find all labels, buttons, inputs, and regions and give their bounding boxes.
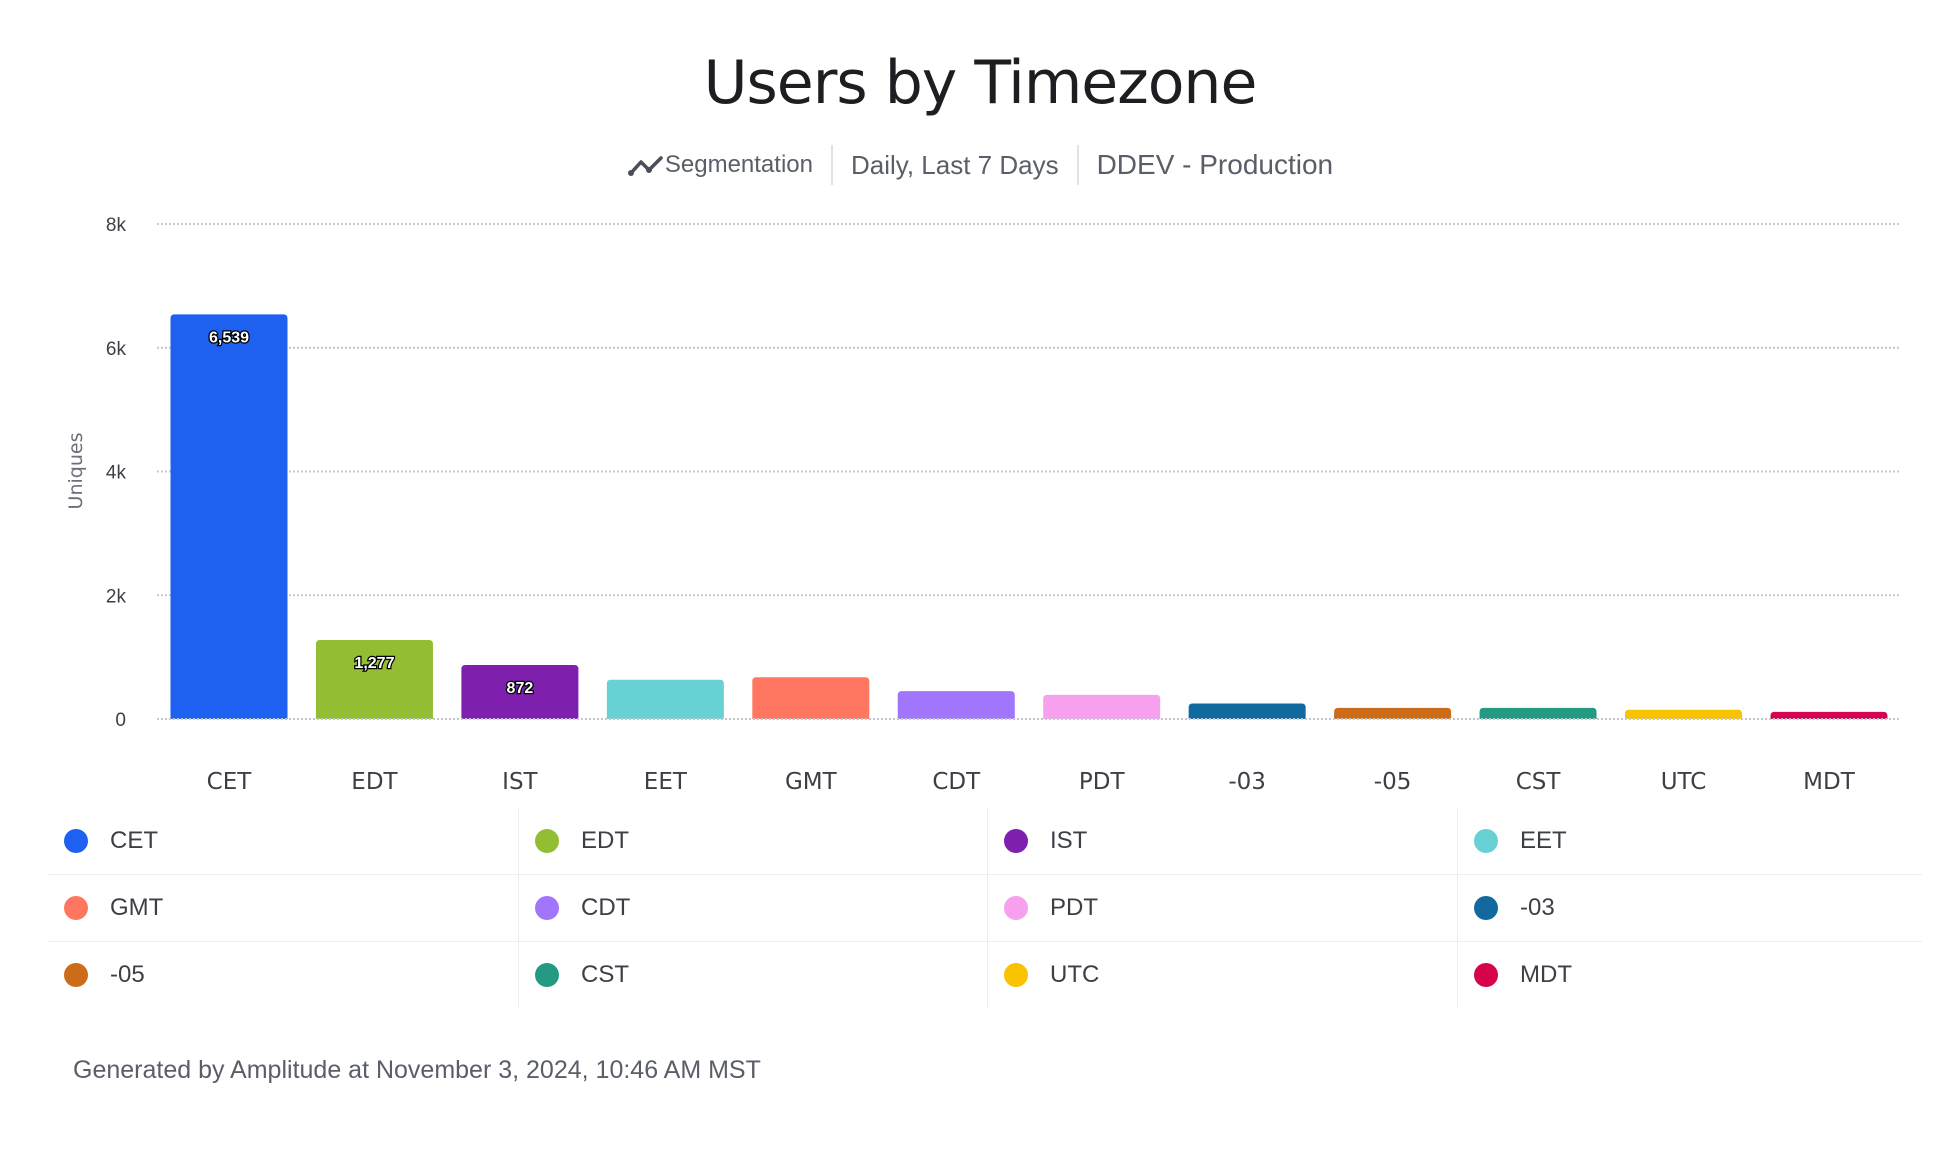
x-tick-label: CDT [932, 769, 981, 795]
legend-swatch [535, 963, 559, 987]
bar-GMT[interactable] [752, 677, 870, 719]
chart-type-label: Segmentation [664, 151, 813, 178]
x-tick-label: MDT [1803, 769, 1856, 795]
x-tick-label: GMT [785, 769, 838, 795]
bar-CDT[interactable] [897, 691, 1015, 719]
x-tick-label: EDT [351, 769, 398, 795]
x-tick-label: EET [644, 769, 688, 795]
legend-item-PDT[interactable]: PDT [987, 875, 1457, 942]
legend-label: PDT [1050, 894, 1098, 921]
legend-label: CDT [581, 894, 631, 921]
data-label: 872 [507, 680, 534, 697]
x-tick-label: IST [502, 769, 538, 795]
legend-item-MDT[interactable]: MDT [1457, 942, 1922, 1008]
legend-swatch [1474, 896, 1498, 920]
bar-UTC[interactable] [1625, 709, 1742, 719]
bar-CST[interactable] [1479, 707, 1597, 719]
legend-swatch [1004, 829, 1028, 853]
legend-item-UTC[interactable]: UTC [987, 942, 1457, 1008]
legend-item-EET[interactable]: EET [1457, 808, 1922, 875]
legend-swatch [1004, 963, 1028, 987]
legend: CET EDT IST EET GMT CDT PDT -03 -05 CST UTC MDT [48, 808, 1922, 1008]
chart-subtitle: Segmentation Daily, Last 7 Days DDEV - P… [0, 145, 1960, 185]
x-tick-label: -03 [1228, 769, 1266, 795]
legend-label: GMT [110, 894, 164, 921]
bar-CET[interactable] [170, 314, 288, 719]
y-tick-label: 2k [106, 586, 127, 607]
x-tick-label: PDT [1079, 769, 1126, 795]
chart-title: Users by Timezone [703, 48, 1258, 118]
project-name: DDEV - Production [1076, 145, 1352, 185]
legend-swatch [1474, 963, 1498, 987]
segmentation-line-icon [627, 156, 663, 176]
legend-label: UTC [1050, 961, 1100, 988]
legend-label: MDT [1520, 961, 1572, 988]
legend-label: -05 [110, 961, 145, 988]
y-axis-label: Uniques [65, 433, 87, 510]
legend-label: CET [110, 827, 158, 854]
y-tick-label: 0 [115, 710, 126, 731]
x-tick-label: CET [207, 769, 253, 795]
legend-item-GMT[interactable]: GMT [48, 875, 518, 942]
legend-item--05[interactable]: -05 [48, 942, 518, 1008]
legend-swatch [1004, 896, 1028, 920]
date-range: Daily, Last 7 Days [830, 145, 1077, 185]
x-tick-label: CST [1516, 769, 1562, 795]
bar-EET[interactable] [606, 679, 724, 719]
legend-item-CET[interactable]: CET [48, 808, 518, 875]
footer-text: Generated by Amplitude at November 3, 20… [73, 1056, 761, 1084]
bar--05[interactable] [1334, 707, 1452, 719]
legend-item--03[interactable]: -03 [1457, 875, 1922, 942]
bar-EDT[interactable] [315, 639, 433, 719]
legend-item-CST[interactable]: CST [518, 942, 987, 1008]
data-label: 1,277 [354, 655, 394, 672]
data-label: 6,539 [209, 329, 249, 346]
x-tick-label: -05 [1374, 769, 1412, 795]
x-tick-label: UTC [1661, 769, 1707, 795]
legend-swatch [64, 896, 88, 920]
legend-label: IST [1050, 827, 1088, 854]
y-tick-label: 6k [106, 339, 127, 360]
legend-label: -03 [1520, 894, 1555, 921]
y-tick-label: 4k [106, 463, 127, 484]
legend-label: EDT [581, 827, 629, 854]
y-tick-label: 8k [106, 215, 127, 236]
legend-item-IST[interactable]: IST [987, 808, 1457, 875]
chart-type: Segmentation [609, 145, 831, 185]
legend-swatch [535, 896, 559, 920]
legend-swatch [535, 829, 559, 853]
bar-chart: 0 2k 4k 6k 8k Uniques 6,539 CET 1,277 EDT 872 IST EE… [65, 215, 1900, 795]
legend-item-EDT[interactable]: EDT [518, 808, 987, 875]
legend-swatch [64, 963, 88, 987]
legend-item-CDT[interactable]: CDT [518, 875, 987, 942]
bar-PDT[interactable] [1043, 694, 1161, 719]
bar-MDT[interactable] [1770, 711, 1888, 719]
legend-swatch [64, 829, 88, 853]
legend-label: CST [581, 961, 629, 988]
legend-label: EET [1520, 827, 1567, 854]
bar-IST[interactable] [461, 665, 579, 719]
bar--03[interactable] [1188, 703, 1306, 719]
legend-swatch [1474, 829, 1498, 853]
